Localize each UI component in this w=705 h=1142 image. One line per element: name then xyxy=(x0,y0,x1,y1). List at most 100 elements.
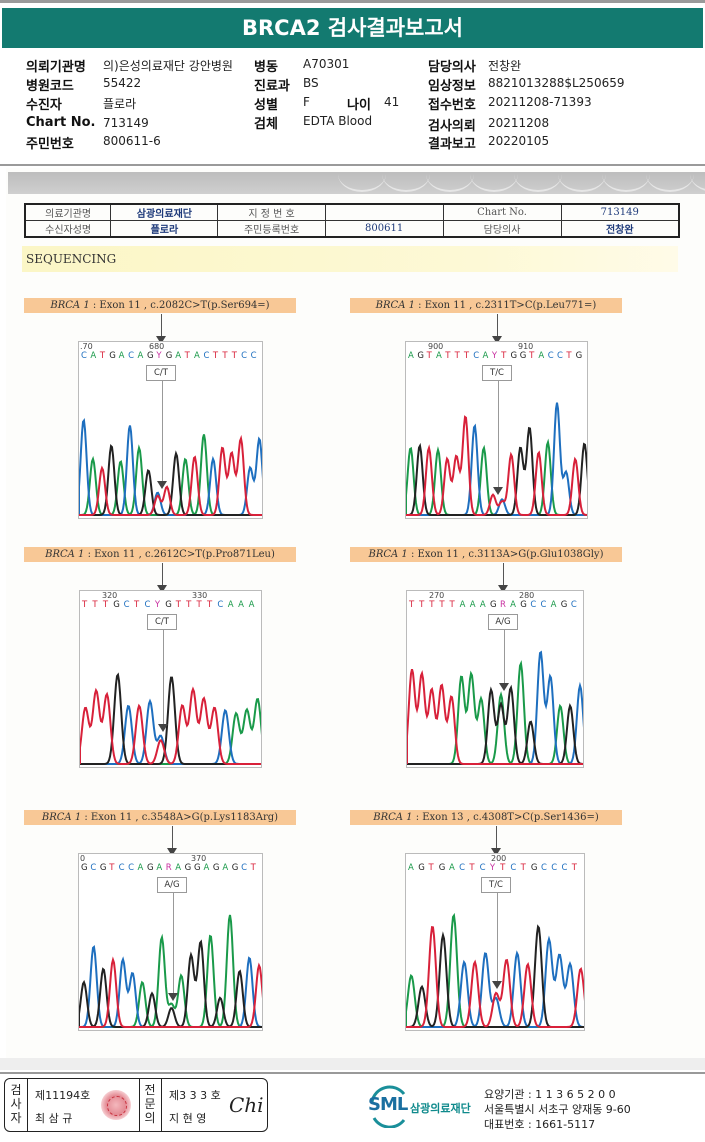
base-call: A xyxy=(510,600,516,610)
pointer-line xyxy=(162,381,163,482)
base-call: C xyxy=(459,863,466,873)
pointer-line xyxy=(504,630,505,684)
base-call: T xyxy=(231,351,237,361)
table-cell: 수신자성명 xyxy=(24,220,112,238)
chromatogram-panel: BRCA 1 : Exon 11 , c.3548A>G(p.Lys1183Ar… xyxy=(24,810,324,1050)
info-value: 713149 xyxy=(103,116,149,130)
arrow-down-icon xyxy=(157,585,167,593)
table-cell: 주민등록번호 xyxy=(217,220,326,238)
base-call: T xyxy=(184,351,190,361)
base-call: C xyxy=(118,863,125,873)
base-call: G xyxy=(194,863,201,873)
base-call: T xyxy=(206,600,213,610)
base-call: A xyxy=(408,863,414,873)
chromatogram-panel: BRCA 1 : Exon 13 , c.4308T>C(p.Ser1436=)… xyxy=(350,810,650,1050)
base-call: C xyxy=(217,600,224,610)
heterozygous-call-label: C/T xyxy=(146,365,176,381)
base-call: C xyxy=(123,600,130,610)
base-call: T xyxy=(250,863,256,873)
table-cell: 담당의사 xyxy=(442,220,562,238)
base-call: C xyxy=(90,863,97,873)
chromatogram-box: .70 680 C A T G A C A G Y G A T A C T T T C C C/T xyxy=(78,341,263,519)
base-call: Y xyxy=(156,351,162,361)
base-call: T xyxy=(426,351,432,361)
base-call: C xyxy=(570,600,577,610)
logo-text: SML xyxy=(368,1094,408,1115)
base-call: T xyxy=(469,863,475,873)
base-call: C xyxy=(81,351,87,361)
org-name: 삼광의료재단 xyxy=(410,1102,471,1115)
position-label: 270 xyxy=(429,591,445,600)
info-value: F xyxy=(303,95,310,109)
base-call: A xyxy=(408,351,414,361)
base-call: T xyxy=(82,600,88,610)
base-call: T xyxy=(571,863,577,873)
base-call: T xyxy=(92,600,98,610)
pointer-line xyxy=(173,893,174,994)
base-call: G xyxy=(184,863,192,873)
wave-decoration xyxy=(558,172,606,192)
base-call: G xyxy=(99,863,107,873)
arrow-down-icon xyxy=(492,981,502,990)
variant-caption: BRCA 1 : Exon 11 , c.2082C>T(p.Ser694=) xyxy=(24,298,296,313)
info-value: 20211208-71393 xyxy=(488,95,592,109)
base-call: C xyxy=(540,600,547,610)
wave-decoration xyxy=(338,172,386,192)
table-cell: 전창완 xyxy=(560,220,680,238)
sml-logo-icon xyxy=(370,1085,406,1128)
chromatogram-panel: BRCA 1 : Exon 11 , c.3113A>G(p.Glu1038Gl… xyxy=(350,547,650,787)
table-row: 수신자성명 플로라 주민등록번호 800611 담당의사 전창완 xyxy=(24,220,680,238)
base-call: A xyxy=(469,600,476,610)
address-line: 서울특별시 서초구 양재동 9-60 xyxy=(484,1103,631,1116)
arrow-down-icon xyxy=(498,585,508,593)
base-call: T xyxy=(454,351,460,361)
wave-decoration xyxy=(514,172,562,192)
info-label: 임상정보 xyxy=(428,79,476,94)
position-label: 370 xyxy=(191,854,207,863)
base-call: G xyxy=(520,600,527,610)
trace-G xyxy=(79,939,262,1028)
specialist-name: 지 현 영 xyxy=(169,1112,207,1125)
info-value: EDTA Blood xyxy=(303,114,373,128)
base-call: A xyxy=(227,600,234,610)
info-value: BS xyxy=(303,76,319,90)
trace-plot xyxy=(406,402,587,516)
trace-A xyxy=(80,698,261,765)
base-call: T xyxy=(134,600,140,610)
position-label: 910 xyxy=(518,342,534,351)
arrow-down-icon xyxy=(491,848,501,856)
heterozygous-call-label: T/C xyxy=(482,365,512,381)
base-call: A xyxy=(448,863,455,873)
base-call: G xyxy=(146,351,154,361)
position-label: 330 xyxy=(192,591,208,600)
base-call: A xyxy=(118,351,125,361)
gene-name: BRCA 1 xyxy=(373,812,413,823)
base-call: T xyxy=(212,351,219,361)
base-call: T xyxy=(109,863,115,873)
seal-stamp-icon xyxy=(101,1090,131,1120)
gene-name: BRCA 1 xyxy=(50,300,90,311)
divider xyxy=(161,1079,162,1131)
info-value: 플로라 xyxy=(103,97,137,111)
arrow-down-icon xyxy=(158,724,168,732)
base-call: A xyxy=(137,863,144,873)
trace-plot xyxy=(79,914,262,1028)
base-call: A xyxy=(90,351,97,361)
base-call: G xyxy=(113,600,120,610)
base-call: T xyxy=(445,351,451,361)
info-label: 검사의뢰 xyxy=(428,119,476,134)
address-line: 요양기관 : 1 1 3 6 5 2 0 0 xyxy=(484,1088,616,1101)
variant-caption: BRCA 1 : Exon 11 , c.2311T>C(p.Leu771=) xyxy=(350,298,622,313)
base-call: A xyxy=(194,351,200,361)
specialist-license: 제3 3 3 호 xyxy=(169,1089,221,1102)
base-call: C xyxy=(541,863,547,873)
pointer-line xyxy=(496,826,497,850)
base-call: A xyxy=(156,863,163,873)
base-call: G xyxy=(519,351,527,361)
variant-caption: BRCA 1 : Exon 11 , c.3113A>G(p.Glu1038Gl… xyxy=(350,547,622,562)
base-call: A xyxy=(175,863,182,873)
base-call: C xyxy=(241,863,248,873)
info-value: 800611-6 xyxy=(103,134,161,148)
base-call: T xyxy=(99,351,106,361)
